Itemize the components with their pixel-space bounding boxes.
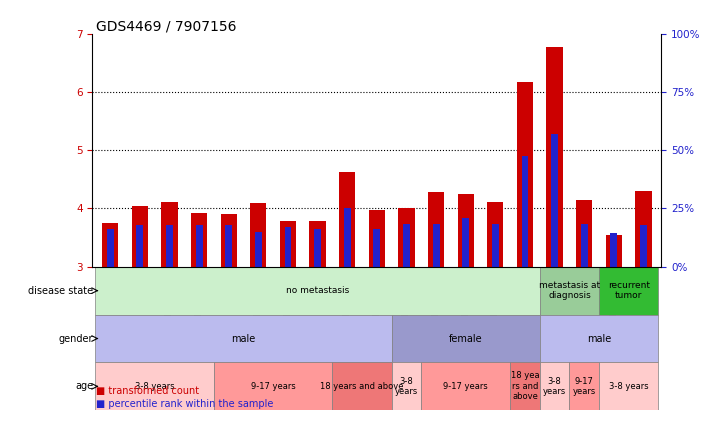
Bar bbox=[458, 194, 474, 267]
Bar bbox=[95, 267, 540, 315]
Bar bbox=[392, 363, 421, 410]
Text: metastasis at
diagnosis: metastasis at diagnosis bbox=[539, 281, 600, 300]
Text: 18 yea
rs and
above: 18 yea rs and above bbox=[510, 371, 539, 401]
Text: ■ percentile rank within the sample: ■ percentile rank within the sample bbox=[96, 399, 273, 409]
Bar bbox=[137, 225, 143, 267]
Text: male: male bbox=[231, 333, 256, 343]
Bar bbox=[540, 267, 599, 315]
Bar bbox=[611, 233, 617, 267]
Text: 18 years and above: 18 years and above bbox=[320, 382, 404, 391]
Text: female: female bbox=[449, 333, 483, 343]
Bar bbox=[102, 223, 118, 267]
Bar bbox=[640, 225, 647, 267]
Bar bbox=[398, 209, 415, 267]
Bar bbox=[95, 363, 214, 410]
Bar bbox=[220, 214, 237, 267]
Bar bbox=[522, 156, 528, 267]
Bar bbox=[214, 363, 332, 410]
Bar bbox=[191, 213, 207, 267]
Bar bbox=[403, 224, 410, 267]
Text: male: male bbox=[587, 333, 611, 343]
Bar bbox=[196, 225, 203, 267]
Bar bbox=[95, 315, 392, 363]
Bar bbox=[225, 225, 232, 267]
Bar bbox=[166, 225, 173, 267]
Text: gender: gender bbox=[58, 333, 93, 343]
Bar bbox=[599, 363, 658, 410]
Text: 9-17 years: 9-17 years bbox=[251, 382, 296, 391]
Bar bbox=[433, 224, 439, 267]
Bar bbox=[373, 229, 380, 267]
Text: 3-8
years: 3-8 years bbox=[543, 376, 566, 396]
Bar bbox=[339, 173, 356, 267]
Bar bbox=[606, 235, 622, 267]
Bar bbox=[255, 232, 262, 267]
Text: recurrent
tumor: recurrent tumor bbox=[608, 281, 650, 300]
Bar bbox=[576, 200, 592, 267]
Bar bbox=[510, 363, 540, 410]
Text: GDS4469 / 7907156: GDS4469 / 7907156 bbox=[96, 19, 237, 33]
Bar bbox=[570, 363, 599, 410]
Text: disease state: disease state bbox=[28, 286, 93, 296]
Text: 3-8 years: 3-8 years bbox=[609, 382, 648, 391]
Text: 3-8 years: 3-8 years bbox=[135, 382, 174, 391]
Text: no metastasis: no metastasis bbox=[286, 286, 349, 295]
Bar bbox=[314, 229, 321, 267]
Bar bbox=[309, 221, 326, 267]
Bar bbox=[547, 47, 562, 267]
Bar bbox=[421, 363, 510, 410]
Bar bbox=[599, 267, 658, 315]
Text: age: age bbox=[75, 382, 93, 391]
Bar bbox=[161, 201, 178, 267]
Bar bbox=[462, 218, 469, 267]
Bar bbox=[636, 191, 651, 267]
Text: ■ transformed count: ■ transformed count bbox=[96, 386, 199, 396]
Text: 9-17 years: 9-17 years bbox=[444, 382, 488, 391]
Bar bbox=[487, 201, 503, 267]
Bar bbox=[344, 209, 351, 267]
Bar bbox=[284, 227, 292, 267]
Bar bbox=[540, 363, 570, 410]
Bar bbox=[250, 203, 267, 267]
Bar bbox=[369, 210, 385, 267]
Bar bbox=[581, 224, 587, 267]
Bar bbox=[107, 229, 114, 267]
Bar bbox=[492, 224, 498, 267]
Text: 3-8
years: 3-8 years bbox=[395, 376, 418, 396]
Bar bbox=[540, 315, 658, 363]
Bar bbox=[280, 221, 296, 267]
Bar bbox=[517, 82, 533, 267]
Bar bbox=[392, 315, 540, 363]
Text: 9-17
years: 9-17 years bbox=[572, 376, 596, 396]
Bar bbox=[428, 192, 444, 267]
Bar bbox=[332, 363, 392, 410]
Bar bbox=[132, 206, 148, 267]
Bar bbox=[551, 134, 558, 267]
